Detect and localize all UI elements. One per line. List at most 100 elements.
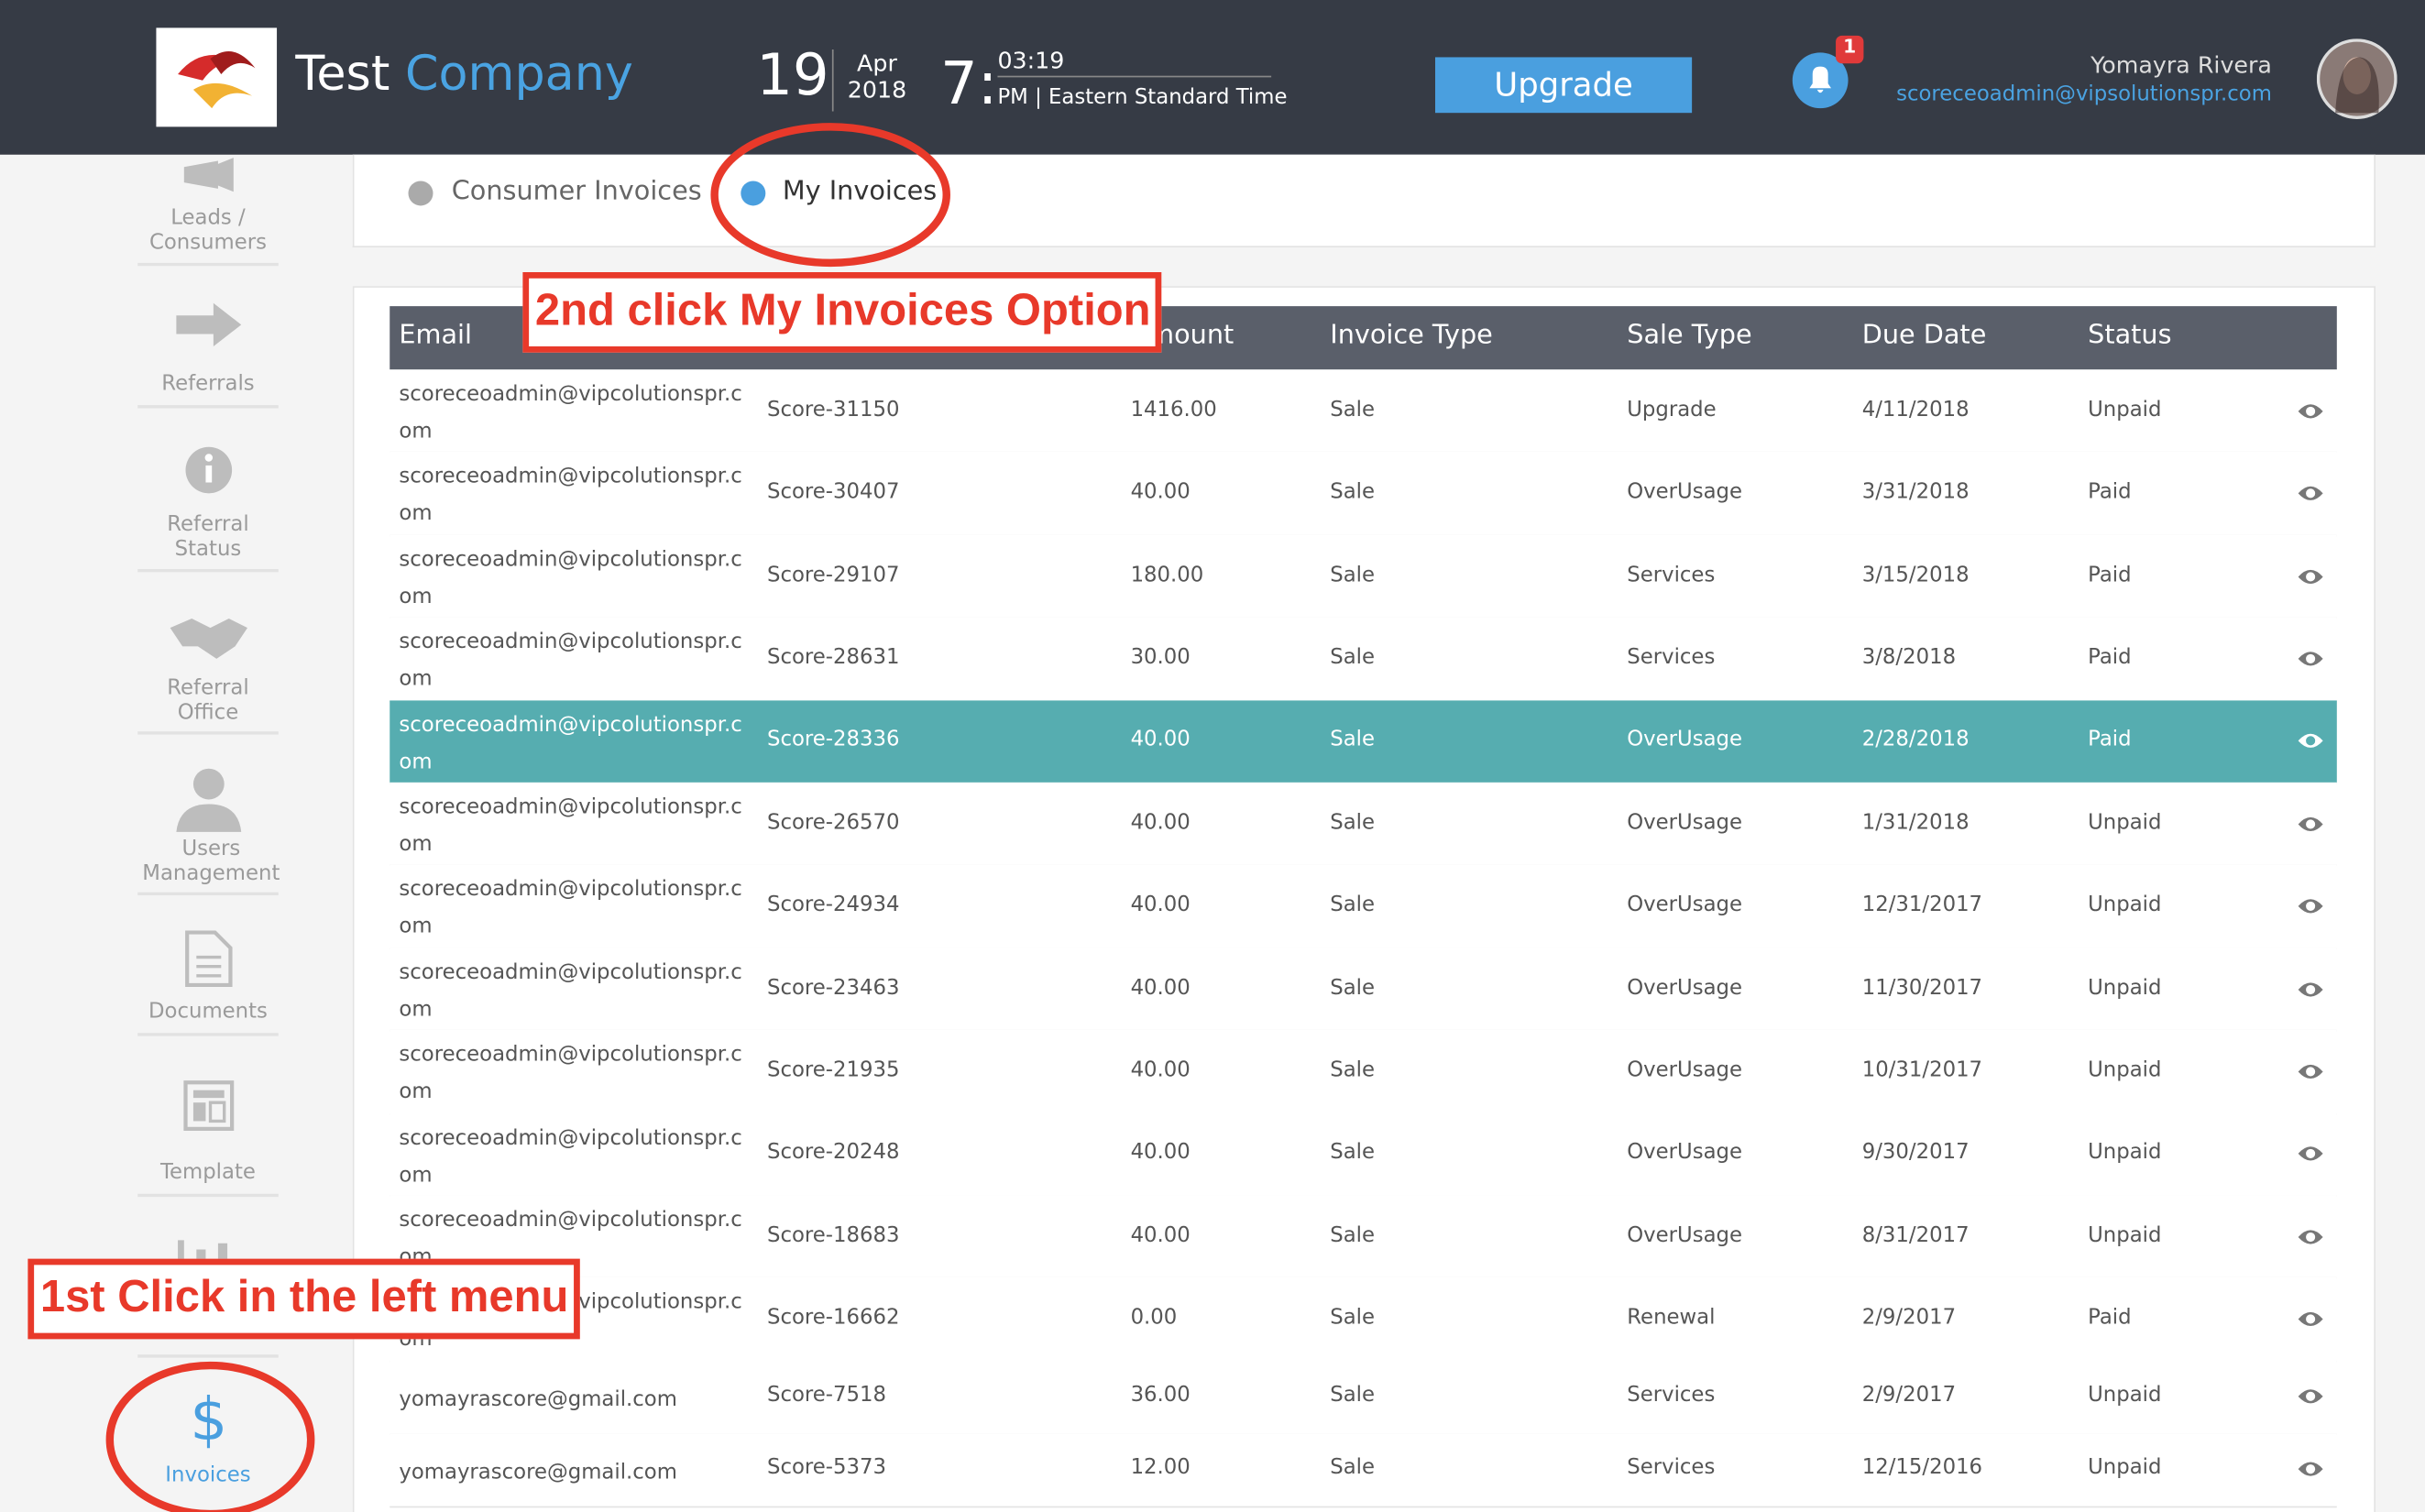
tab-my-invoices[interactable]: My Invoices bbox=[782, 176, 938, 208]
view-icon[interactable] bbox=[2297, 1307, 2324, 1329]
email-cell: scoreceoadmin@vipcolutionspr.com bbox=[399, 464, 742, 527]
menu-referral-status[interactable]: Referral Status bbox=[167, 511, 249, 562]
table-cell: 4/11/2018 bbox=[1861, 397, 1970, 422]
company-second: Company bbox=[404, 46, 633, 103]
eye bbox=[2298, 652, 2323, 666]
email-cell: scoreceoadmin@vipcolutionspr.com bbox=[399, 630, 742, 692]
table-cell: Score-16662 bbox=[767, 1305, 900, 1331]
table-cell: 9/30/2017 bbox=[1861, 1140, 1970, 1166]
table-cell: Unpaid bbox=[2088, 397, 2162, 422]
eye bbox=[2298, 816, 2323, 831]
table-cell: Paid bbox=[2088, 1305, 2132, 1331]
eye bbox=[2298, 1463, 2323, 1477]
column-header: Status bbox=[2088, 320, 2172, 352]
tab-dot bbox=[408, 181, 433, 206]
email-cell: scoreceoadmin@vipcolutionspr.com bbox=[399, 1207, 742, 1270]
table-cell: Paid bbox=[2088, 479, 2132, 505]
table-cell: 10/31/2017 bbox=[1861, 1057, 1983, 1083]
table-cell: OverUsage bbox=[1627, 479, 1743, 505]
email-cell: scoreceoadmin@vipcolutionspr.com bbox=[399, 712, 742, 774]
eye bbox=[2298, 981, 2323, 996]
tab-consumer-invoices[interactable]: Consumer Invoices bbox=[451, 176, 702, 208]
menu-users[interactable]: Users Management bbox=[142, 836, 280, 886]
table-cell: Score-26570 bbox=[767, 809, 900, 835]
highlight-ellipse bbox=[710, 123, 950, 268]
table-cell: Sale bbox=[1330, 892, 1376, 917]
top-bar bbox=[0, 0, 2425, 155]
annotation: 1st Click in the left menu bbox=[27, 1258, 580, 1340]
menu-separator bbox=[137, 1193, 279, 1198]
menu-template[interactable]: Template bbox=[159, 1159, 256, 1185]
table-cell: Paid bbox=[2088, 644, 2132, 670]
view-icon[interactable] bbox=[2297, 1142, 2324, 1164]
view-icon[interactable] bbox=[2297, 399, 2324, 421]
eye bbox=[2298, 734, 2323, 749]
view-icon[interactable] bbox=[2297, 1059, 2324, 1081]
column-header: Sale Type bbox=[1627, 320, 1752, 352]
table-cell: 40.00 bbox=[1130, 1222, 1191, 1248]
table-cell: 180.00 bbox=[1130, 562, 1204, 587]
table-cell: 2/9/2017 bbox=[1861, 1383, 1957, 1408]
clock-line bbox=[997, 75, 1272, 78]
view-icon[interactable] bbox=[2297, 1224, 2324, 1246]
clock-hour: 7: bbox=[940, 49, 998, 118]
menu-separator bbox=[137, 1354, 279, 1358]
email-cell: scoreceoadmin@vipcolutionspr.com bbox=[399, 1124, 742, 1188]
table-cell: Services bbox=[1627, 1455, 1716, 1481]
table-row bbox=[390, 948, 2337, 1032]
view-icon[interactable] bbox=[2297, 646, 2324, 668]
menu-separator bbox=[137, 262, 279, 267]
notification-bell[interactable] bbox=[1786, 31, 1879, 115]
menu-separator bbox=[137, 569, 279, 573]
table-cell: 40.00 bbox=[1130, 727, 1191, 752]
table-cell: Unpaid bbox=[2088, 1455, 2162, 1481]
table-cell: Unpaid bbox=[2088, 892, 2162, 917]
view-icon[interactable] bbox=[2297, 977, 2324, 999]
menu-separator bbox=[137, 892, 279, 896]
eye bbox=[2298, 1312, 2323, 1327]
table-cell: OverUsage bbox=[1627, 809, 1743, 835]
view-icon[interactable] bbox=[2297, 1457, 2324, 1479]
company-first: Test bbox=[295, 46, 390, 103]
table-cell: Score-29107 bbox=[767, 562, 900, 587]
menu-referral-office[interactable]: Referral Office bbox=[167, 675, 249, 726]
table-cell: 40.00 bbox=[1130, 809, 1191, 835]
table-cell: Score-24934 bbox=[767, 892, 900, 917]
table-cell: Sale bbox=[1330, 644, 1376, 670]
view-icon[interactable] bbox=[2297, 729, 2324, 751]
table-cell: Sale bbox=[1330, 1455, 1376, 1481]
table-cell: Score-5373 bbox=[767, 1455, 887, 1481]
email-cell: scoreceoadmin@vipcolutionspr.com bbox=[399, 877, 742, 939]
table-cell: Services bbox=[1627, 562, 1716, 587]
view-icon[interactable] bbox=[2297, 481, 2324, 503]
menu-separator bbox=[137, 1033, 279, 1036]
view-icon[interactable] bbox=[2297, 811, 2324, 833]
timezone: Eastern Standard Time bbox=[1048, 84, 1288, 110]
menu-leads[interactable]: Leads / Consumers bbox=[148, 205, 267, 256]
table-cell: Unpaid bbox=[2088, 1222, 2162, 1248]
table-cell: Paid bbox=[2088, 727, 2132, 752]
avatar[interactable] bbox=[2316, 38, 2398, 119]
menu-documents[interactable]: Documents bbox=[148, 999, 268, 1024]
table-cell: 1416.00 bbox=[1130, 397, 1217, 422]
table-row bbox=[390, 617, 2337, 702]
table-row bbox=[390, 1277, 2337, 1363]
view-icon[interactable] bbox=[2297, 564, 2324, 586]
eye bbox=[2298, 1229, 2323, 1244]
notification-count: 1 bbox=[1843, 35, 1857, 58]
table-cell: 12/31/2017 bbox=[1861, 892, 1983, 917]
table-cell: Sale bbox=[1330, 479, 1376, 505]
company-name: Test Company bbox=[295, 47, 633, 103]
view-icon[interactable] bbox=[2297, 894, 2324, 916]
eye bbox=[2298, 486, 2323, 501]
upgrade-button[interactable]: Upgrade bbox=[1435, 57, 1693, 114]
table-cell: Score-30407 bbox=[767, 479, 900, 505]
logo[interactable] bbox=[156, 27, 278, 127]
view-icon[interactable] bbox=[2297, 1385, 2324, 1407]
menu-separator bbox=[137, 405, 279, 409]
menu-referrals[interactable]: Referrals bbox=[161, 371, 255, 396]
table-cell: Score-20248 bbox=[767, 1140, 900, 1166]
menu-invoices[interactable]: Invoices bbox=[165, 1463, 251, 1488]
eye bbox=[2298, 569, 2323, 584]
referrals-icon bbox=[176, 302, 242, 346]
